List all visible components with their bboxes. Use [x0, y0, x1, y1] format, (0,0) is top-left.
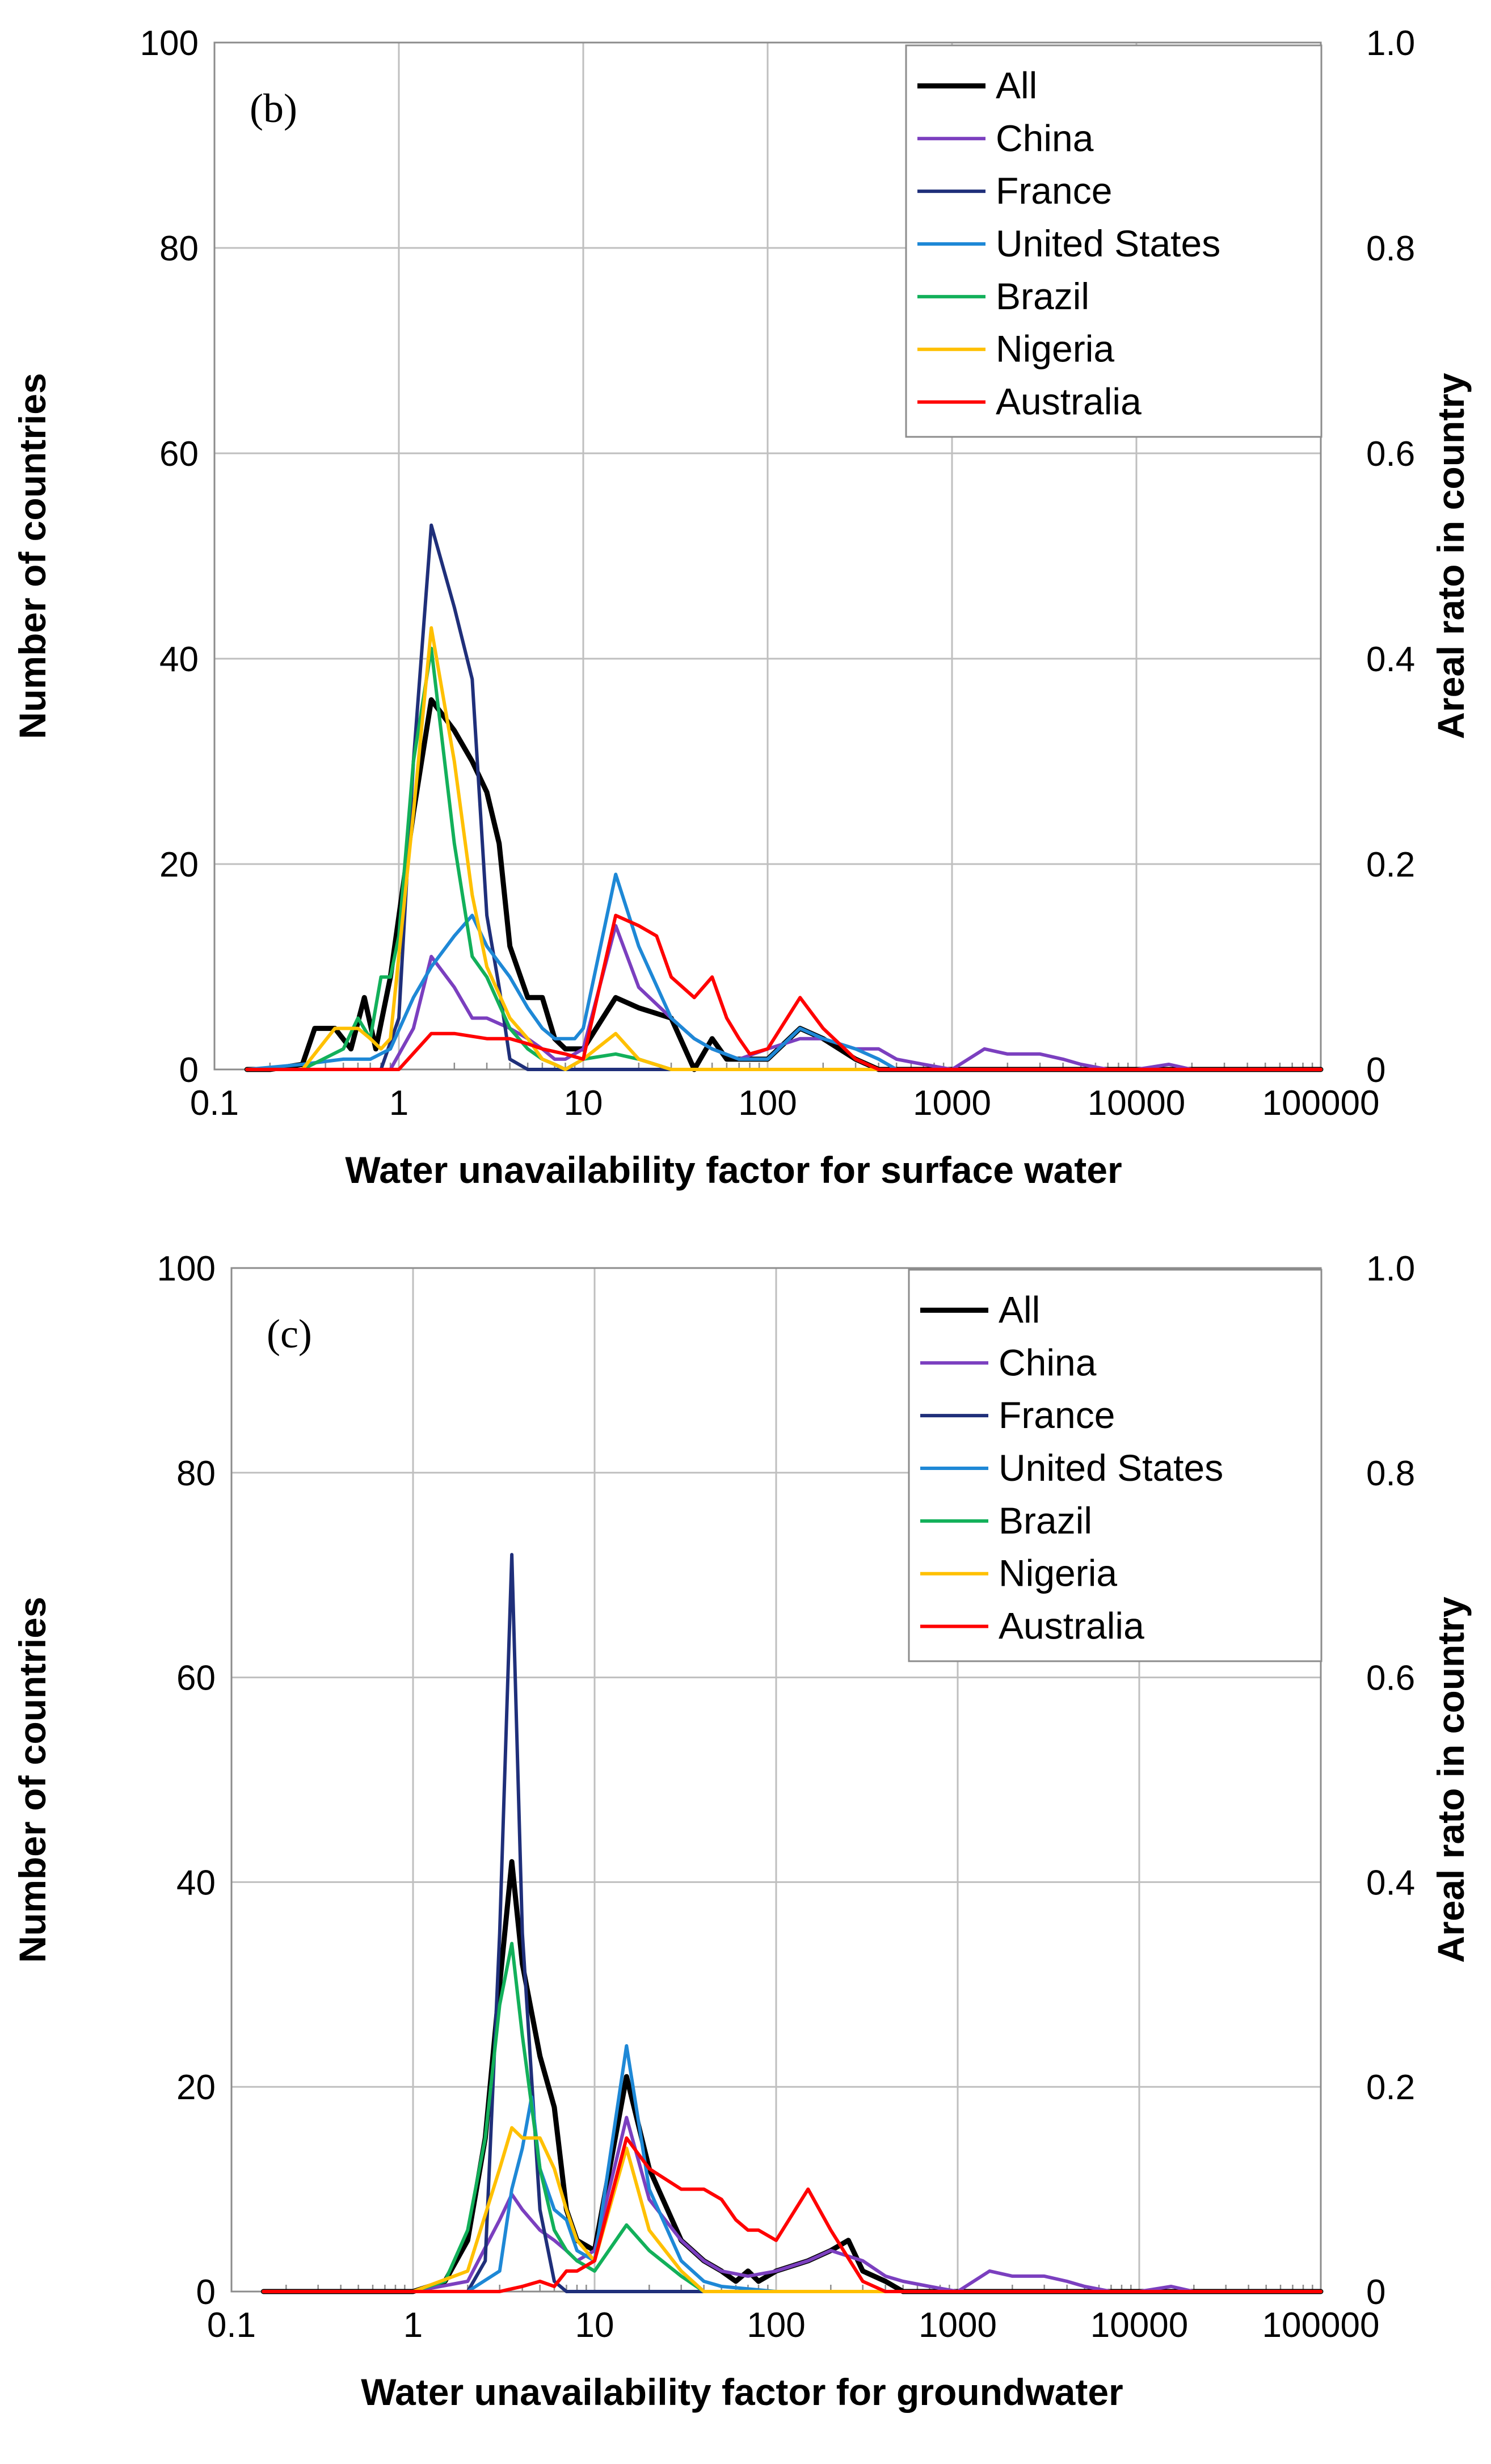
series-line-nigeria: [262, 2126, 1322, 2293]
legend-box: [905, 44, 1322, 438]
legend-label: Nigeria: [999, 1552, 1117, 1594]
y-tick-label: 20: [159, 845, 199, 884]
legend-label: All: [996, 64, 1037, 106]
y-tick-label: 60: [159, 435, 199, 474]
y2-tick-label: 0.8: [1366, 1454, 1415, 1493]
x-axis-title: Water unavailability factor for surface …: [345, 1149, 1122, 1191]
y2-axis-title: Areal rato in country: [1430, 1597, 1472, 1963]
legend-label: Brazil: [996, 275, 1089, 317]
y-tick-label: 40: [176, 1863, 216, 1902]
chart-panel-b: 0.1 1 10 100 1000 10000 10000002040608010000.2…: [11, 24, 1472, 1191]
x-tick-label: 1: [403, 2306, 423, 2345]
panel-label: (c): [267, 1311, 312, 1357]
chart-panel-c: 0.1 1 10 100 1000 10000 10000002040608010000.2…: [11, 1249, 1472, 2413]
x-tick-label: 100000: [1262, 1084, 1380, 1123]
x-tick-label: 10: [575, 2306, 614, 2345]
legend-label: Nigeria: [996, 328, 1114, 370]
y-tick-label: 80: [159, 229, 199, 268]
legend: All China France United States Brazil Nigeria…: [905, 44, 1322, 438]
legend-label: China: [996, 117, 1094, 159]
y-tick-label: 100: [140, 24, 199, 63]
series-line-australia: [262, 2136, 1322, 2293]
series-line-brazil: [262, 1941, 1322, 2293]
x-tick-label: 100000: [1262, 2306, 1380, 2345]
x-tick-label: 0.1: [207, 2306, 256, 2345]
y2-tick-label: 0: [1366, 2273, 1385, 2312]
legend-label: Australia: [999, 1605, 1144, 1647]
series-line-brazil: [245, 646, 1322, 1071]
y2-tick-label: 0.6: [1366, 1659, 1415, 1698]
y2-axis-title: Areal rato in country: [1430, 373, 1472, 739]
legend-box: [908, 1269, 1322, 1662]
y-axis-title: Number of countries: [11, 373, 53, 739]
y-tick-label: 80: [176, 1454, 216, 1493]
series-line-france: [245, 523, 1322, 1071]
x-tick-label: 1000: [919, 2306, 997, 2345]
x-tick-label: 1000: [913, 1084, 991, 1123]
legend-label: United States: [996, 222, 1220, 264]
x-tick-label: 100: [747, 2306, 805, 2345]
y2-tick-label: 0.2: [1366, 2068, 1415, 2107]
series-line-australia: [245, 913, 1322, 1071]
x-tick-label: 1: [389, 1084, 408, 1123]
y2-tick-label: 0.4: [1366, 1863, 1415, 1902]
x-axis-title: Water unavailability factor for groundwa…: [361, 2371, 1123, 2413]
legend-label: China: [999, 1341, 1097, 1383]
x-tick-label: 10000: [1088, 1084, 1185, 1123]
legend-label: Brazil: [999, 1500, 1092, 1541]
y2-tick-label: 0: [1366, 1051, 1385, 1090]
legend-label: Australia: [996, 381, 1142, 423]
series-line-france: [262, 1553, 1322, 2293]
legend-label: France: [999, 1394, 1115, 1436]
y-tick-label: 0: [196, 2273, 216, 2312]
y-axis-title: Number of countries: [11, 1597, 53, 1962]
legend-label: United States: [999, 1447, 1223, 1489]
x-tick-label: 100: [738, 1084, 797, 1123]
x-tick-label: 10: [564, 1084, 603, 1123]
y-tick-label: 20: [176, 2068, 216, 2107]
y-tick-label: 0: [179, 1051, 199, 1090]
series-line-united-states: [245, 873, 1322, 1071]
y-tick-label: 100: [157, 1249, 216, 1288]
y2-tick-label: 0.4: [1366, 640, 1415, 679]
panel-label: (b): [250, 86, 297, 131]
y2-tick-label: 1.0: [1366, 1249, 1415, 1288]
x-tick-label: 0.1: [190, 1084, 239, 1123]
legend-label: France: [996, 170, 1112, 212]
y-tick-label: 40: [159, 640, 199, 679]
y2-tick-label: 0.2: [1366, 845, 1415, 884]
y2-tick-label: 0.6: [1366, 435, 1415, 474]
series-line-nigeria: [245, 626, 1322, 1071]
legend: All China France United States Brazil Nigeria…: [908, 1269, 1322, 1662]
y2-tick-label: 1.0: [1366, 24, 1415, 63]
x-tick-label: 10000: [1090, 2306, 1188, 2345]
legend-label: All: [999, 1288, 1040, 1330]
y2-tick-label: 0.8: [1366, 229, 1415, 268]
y-tick-label: 60: [176, 1659, 216, 1698]
